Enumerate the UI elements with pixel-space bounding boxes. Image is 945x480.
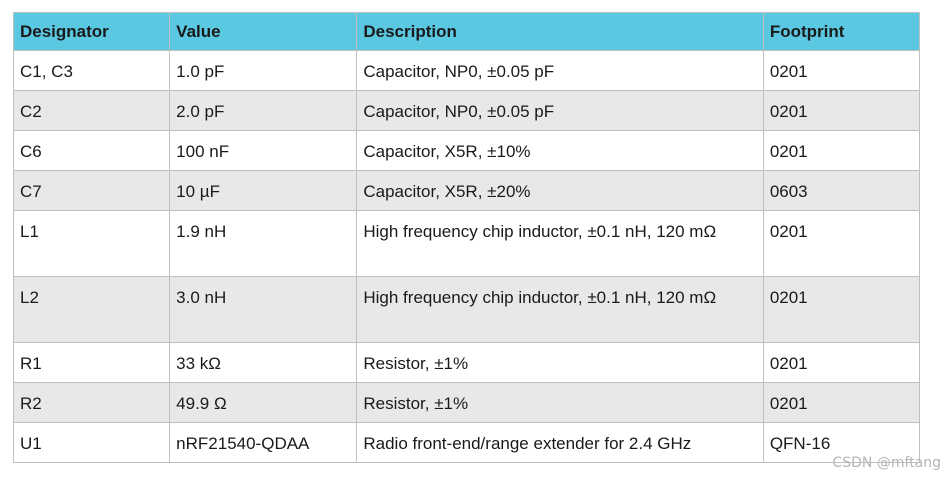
cell-value: 1.9 nH — [169, 210, 358, 277]
cell-designator: C7 — [12, 170, 171, 211]
header-row: Designator Value Description Footprint — [12, 12, 921, 51]
cell-footprint: 0201 — [762, 90, 921, 131]
table-header: Designator Value Description Footprint — [12, 12, 921, 51]
header-description: Description — [356, 12, 764, 51]
table-row: R1 33 kΩ Resistor, ±1% 0201 — [12, 342, 921, 383]
table-row: C6 100 nF Capacitor, X5R, ±10% 0201 — [12, 130, 921, 171]
cell-value: nRF21540-QDAA — [169, 422, 358, 463]
cell-footprint: 0201 — [762, 276, 921, 343]
cell-description: Capacitor, X5R, ±20% — [356, 170, 764, 211]
cell-description: High frequency chip inductor, ±0.1 nH, 1… — [356, 210, 764, 277]
cell-footprint: 0603 — [762, 170, 921, 211]
table-row: C2 2.0 pF Capacitor, NP0, ±0.05 pF 0201 — [12, 90, 921, 131]
cell-value: 2.0 pF — [169, 90, 358, 131]
header-footprint: Footprint — [762, 12, 921, 51]
table-row: L1 1.9 nH High frequency chip inductor, … — [12, 210, 921, 277]
cell-footprint: 0201 — [762, 342, 921, 383]
cell-footprint: 0201 — [762, 130, 921, 171]
cell-designator: L2 — [12, 276, 171, 343]
cell-designator: U1 — [12, 422, 171, 463]
cell-value: 10 µF — [169, 170, 358, 211]
cell-value: 100 nF — [169, 130, 358, 171]
table-row: C7 10 µF Capacitor, X5R, ±20% 0603 — [12, 170, 921, 211]
cell-description: Resistor, ±1% — [356, 382, 764, 423]
cell-description: Radio front-end/range extender for 2.4 G… — [356, 422, 764, 463]
header-value: Value — [169, 12, 358, 51]
table-body: C1, C3 1.0 pF Capacitor, NP0, ±0.05 pF 0… — [12, 50, 921, 463]
cell-footprint: 0201 — [762, 50, 921, 91]
table-row: L2 3.0 nH High frequency chip inductor, … — [12, 276, 921, 343]
cell-value: 3.0 nH — [169, 276, 358, 343]
cell-value: 1.0 pF — [169, 50, 358, 91]
cell-description: Resistor, ±1% — [356, 342, 764, 383]
cell-designator: C2 — [12, 90, 171, 131]
table-row: R2 49.9 Ω Resistor, ±1% 0201 — [12, 382, 921, 423]
cell-designator: C1, C3 — [12, 50, 171, 91]
cell-description: Capacitor, NP0, ±0.05 pF — [356, 50, 764, 91]
watermark: CSDN @mftang — [832, 455, 941, 471]
cell-description: Capacitor, X5R, ±10% — [356, 130, 764, 171]
cell-designator: L1 — [12, 210, 171, 277]
table-row: U1 nRF21540-QDAA Radio front-end/range e… — [12, 422, 921, 463]
cell-value: 49.9 Ω — [169, 382, 358, 423]
cell-designator: C6 — [12, 130, 171, 171]
cell-designator: R2 — [12, 382, 171, 423]
cell-description: Capacitor, NP0, ±0.05 pF — [356, 90, 764, 131]
cell-value: 33 kΩ — [169, 342, 358, 383]
cell-designator: R1 — [12, 342, 171, 383]
cell-footprint: QFN-16 — [762, 422, 921, 463]
cell-footprint: 0201 — [762, 382, 921, 423]
table-row: C1, C3 1.0 pF Capacitor, NP0, ±0.05 pF 0… — [12, 50, 921, 91]
header-designator: Designator — [12, 12, 171, 51]
cell-footprint: 0201 — [762, 210, 921, 277]
cell-description: High frequency chip inductor, ±0.1 nH, 1… — [356, 276, 764, 343]
bom-table: Designator Value Description Footprint C… — [12, 12, 921, 463]
